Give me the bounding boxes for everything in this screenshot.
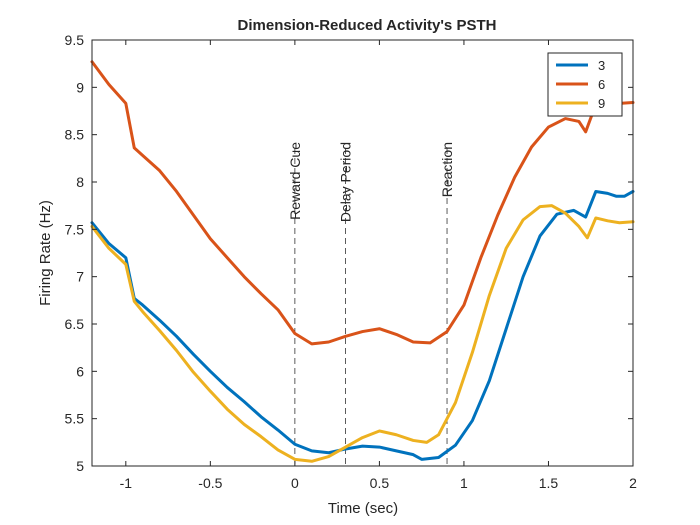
axes: [91, 39, 634, 467]
series-line-3: [90, 189, 635, 461]
y-tick-label: 7: [76, 269, 84, 285]
x-tick-label: -0.5: [198, 475, 222, 491]
y-axis-label: Firing Rate (Hz): [37, 200, 54, 306]
x-tick-label: 0.5: [370, 475, 390, 491]
x-tick-label: 1: [460, 475, 468, 491]
y-tick-label: 6.5: [65, 316, 85, 332]
legend-label-3: 3: [598, 58, 605, 73]
series-line-6: [90, 60, 635, 346]
series-lines: [90, 60, 635, 463]
y-tick-label: 9: [76, 79, 84, 95]
axes-box: [91, 39, 634, 467]
x-axis-label: Time (sec): [328, 500, 398, 517]
tick-labels: -1 -0.5 0 0.5 1 1.5 2 5 5.5 6 6.5 7 7.5 8 8.5 9 9.5: [65, 32, 638, 491]
x-tick-label: 1.5: [539, 475, 559, 491]
y-tick-label: 9.5: [65, 32, 85, 48]
x-tick-label: 2: [629, 475, 637, 491]
y-tick-label: 6: [76, 363, 84, 379]
legend: 3 6 9: [547, 52, 623, 117]
y-tick-label: 5.5: [65, 411, 85, 427]
plot-area: [92, 40, 633, 466]
event-markers: Reward Cue Delay Period Reaction: [287, 142, 455, 466]
event-label-0: Reward Cue: [287, 142, 303, 220]
legend-label-6: 6: [598, 77, 605, 92]
y-tick-label: 7.5: [65, 221, 85, 237]
x-tick-label: 0: [291, 475, 299, 491]
x-tick-label: -1: [120, 475, 133, 491]
chart-title: Dimension-Reduced Activity's PSTH: [238, 17, 497, 34]
y-tick-label: 8.5: [65, 127, 85, 143]
legend-label-9: 9: [598, 96, 605, 111]
series-line-9: [90, 204, 635, 463]
y-tick-label: 5: [76, 458, 84, 474]
event-label-2: Reaction: [439, 142, 455, 197]
plot-background: [92, 40, 633, 466]
event-label-1: Delay Period: [338, 142, 354, 222]
y-tick-label: 8: [76, 174, 84, 190]
